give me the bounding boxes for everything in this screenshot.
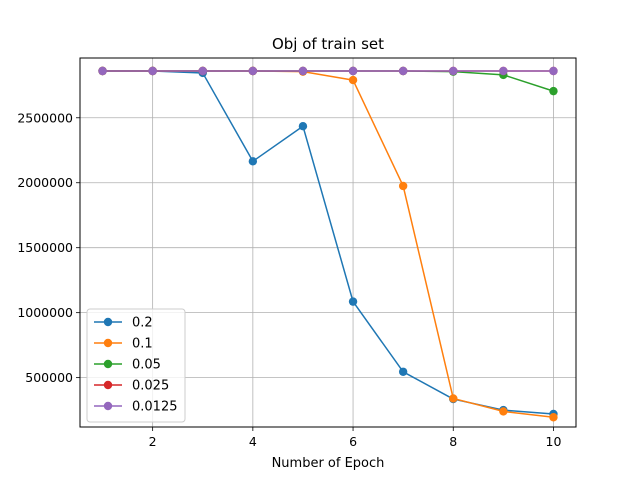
plot-area-frame bbox=[79, 57, 577, 428]
data-point bbox=[398, 367, 408, 376]
y-tick-label: 2000000 bbox=[17, 175, 73, 190]
data-point bbox=[549, 66, 558, 76]
axis-ticks: 2 4 6 8 10 500000 1000000 1500000 2000000 2500000 bbox=[17, 110, 561, 449]
data-point bbox=[348, 75, 358, 85]
y-tick-label: 1000000 bbox=[17, 305, 73, 320]
legend-swatch-marker bbox=[103, 359, 113, 369]
x-tick-label: 6 bbox=[349, 434, 357, 449]
x-axis-label: Number of Epoch bbox=[272, 456, 385, 471]
data-point bbox=[398, 66, 408, 76]
legend-box bbox=[86, 308, 186, 423]
legend-swatch-marker bbox=[103, 338, 113, 348]
x-tick-label: 10 bbox=[546, 434, 562, 449]
legend-swatch-marker bbox=[103, 317, 113, 327]
legend-label: 0.2 bbox=[132, 316, 153, 331]
data-point bbox=[298, 122, 308, 131]
legend-item: 0.1 bbox=[94, 337, 153, 352]
x-tick-label: 4 bbox=[249, 434, 257, 449]
legend: 0.2 0.1 0.05 0.025 0.0125 bbox=[86, 308, 186, 423]
data-point bbox=[499, 407, 508, 416]
legend-label: 0.0125 bbox=[132, 400, 178, 415]
legend-label: 0.1 bbox=[132, 337, 153, 352]
y-tick-label: 1500000 bbox=[17, 240, 73, 255]
legend-label: 0.05 bbox=[132, 358, 161, 373]
data-point bbox=[449, 394, 458, 403]
legend-item: 0.2 bbox=[94, 316, 153, 331]
series-line bbox=[102, 70, 554, 92]
data-point bbox=[98, 66, 107, 76]
data-point bbox=[148, 66, 157, 76]
data-point bbox=[298, 66, 308, 76]
legend-item: 0.0125 bbox=[94, 400, 178, 415]
data-point bbox=[248, 157, 258, 166]
series-layer bbox=[98, 66, 558, 422]
legend-label: 0.025 bbox=[132, 379, 169, 394]
y-tick-label: 2500000 bbox=[17, 110, 73, 125]
data-point bbox=[348, 66, 358, 76]
legend-item: 0.025 bbox=[94, 379, 169, 394]
data-point bbox=[248, 66, 258, 76]
data-point bbox=[198, 66, 207, 76]
data-point bbox=[398, 181, 408, 191]
y-tick-label: 500000 bbox=[25, 370, 73, 385]
data-point bbox=[549, 413, 558, 422]
legend-swatch-marker bbox=[103, 380, 113, 390]
legend-item: 0.05 bbox=[94, 358, 161, 373]
data-point bbox=[549, 86, 558, 96]
legend-swatch-marker bbox=[103, 401, 113, 411]
x-tick-label: 8 bbox=[449, 434, 457, 449]
chart-title: Obj of train set bbox=[272, 35, 384, 53]
data-point bbox=[449, 66, 458, 76]
x-tick-label: 2 bbox=[149, 434, 157, 449]
data-point bbox=[499, 66, 508, 76]
data-point bbox=[348, 297, 358, 306]
series-4 bbox=[98, 66, 558, 76]
